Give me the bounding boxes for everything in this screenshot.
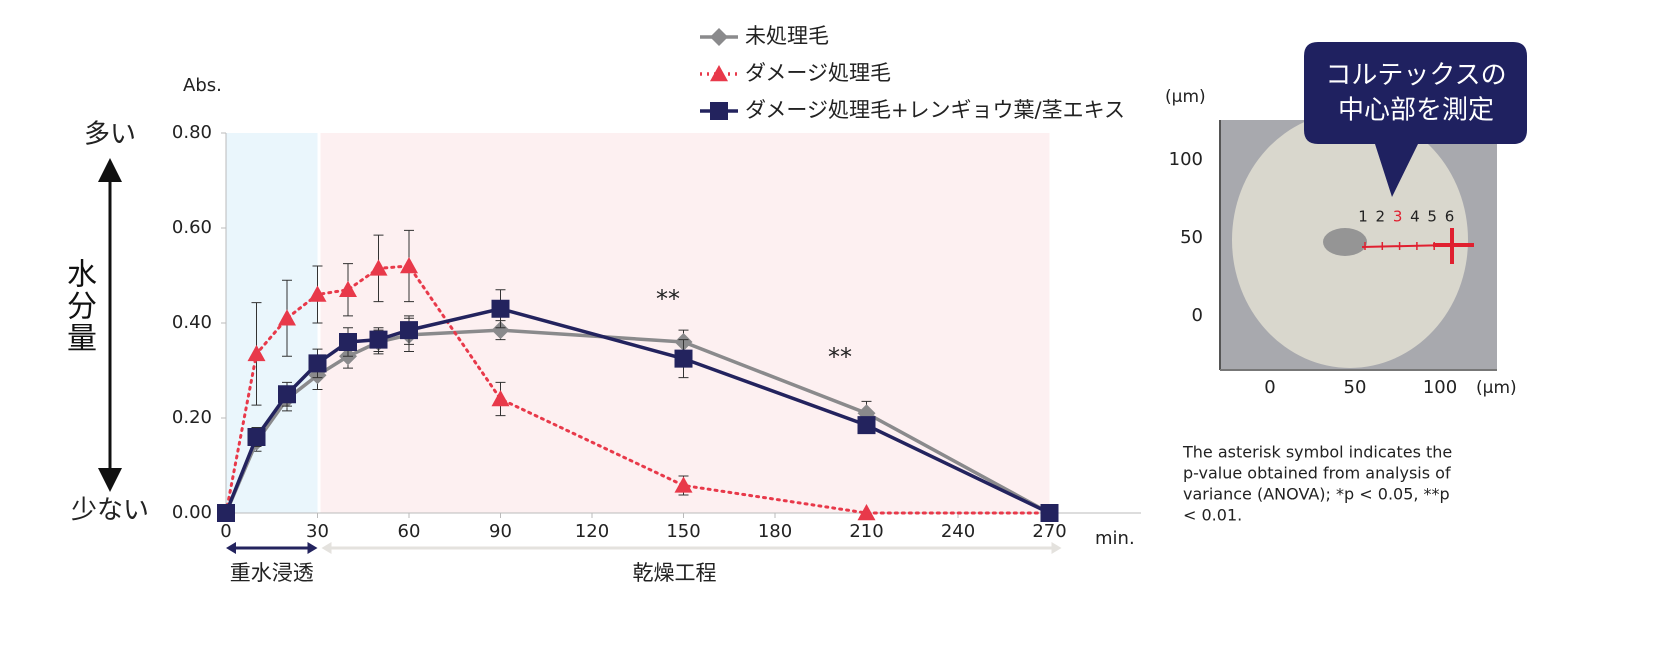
point-label: 1 bbox=[1358, 208, 1368, 226]
inset-unit: (μm) bbox=[1165, 87, 1206, 107]
inset-y-tick: 100 bbox=[1169, 149, 1203, 170]
point-label: 3 bbox=[1393, 208, 1403, 226]
marker bbox=[339, 280, 357, 297]
y-title: 水分量 bbox=[61, 258, 96, 354]
marker bbox=[491, 299, 510, 318]
y-tick-label: 0.20 bbox=[172, 407, 212, 428]
marker bbox=[217, 504, 235, 522]
y-label: Abs. bbox=[183, 75, 222, 96]
marker bbox=[674, 349, 693, 368]
x-tick-label: 0 bbox=[220, 521, 231, 542]
y-bottom-label: 少ない bbox=[71, 496, 149, 526]
x-tick-label: 210 bbox=[849, 521, 883, 542]
x-tick-label: 180 bbox=[758, 521, 792, 542]
marker bbox=[1040, 504, 1059, 522]
arrow-head bbox=[226, 542, 236, 554]
inset-y-tick: 0 bbox=[1192, 305, 1203, 326]
marker bbox=[491, 321, 510, 340]
significance-mark: ** bbox=[656, 285, 680, 313]
marker bbox=[278, 385, 296, 404]
y-top-label: 多い bbox=[84, 120, 136, 150]
legend-label: 未処理毛 bbox=[745, 24, 829, 48]
callout-text: コルテックスの bbox=[1325, 61, 1506, 91]
phase-label: 乾燥工程 bbox=[633, 561, 717, 585]
marker bbox=[674, 476, 693, 493]
legend-marker bbox=[710, 28, 728, 46]
point-label: 4 bbox=[1410, 208, 1420, 226]
inset-x-tick: 0 bbox=[1264, 377, 1275, 398]
series bbox=[217, 289, 1059, 522]
arrow-head bbox=[1051, 542, 1062, 554]
x-label: min. bbox=[1095, 528, 1135, 549]
medulla bbox=[1323, 228, 1367, 256]
marker bbox=[369, 259, 388, 276]
marker bbox=[857, 504, 876, 521]
marker bbox=[491, 390, 510, 407]
significance-mark: ** bbox=[828, 343, 852, 371]
y-tick-label: 0.80 bbox=[172, 122, 212, 143]
marker bbox=[400, 321, 418, 340]
y-tick-label: 0.40 bbox=[172, 312, 212, 333]
x-tick-label: 120 bbox=[575, 521, 609, 542]
footnote: p-value obtained from analysis of bbox=[1183, 464, 1451, 483]
marker bbox=[247, 428, 266, 446]
y-tick-label: 0.00 bbox=[172, 502, 212, 523]
legend-label: ダメージ処理毛+レンギョウ葉/茎エキス bbox=[745, 98, 1125, 122]
x-tick-label: 60 bbox=[398, 521, 421, 542]
x-tick-label: 150 bbox=[666, 521, 700, 542]
point-label: 2 bbox=[1376, 208, 1386, 226]
marker bbox=[339, 333, 357, 351]
marker bbox=[308, 285, 327, 302]
marker bbox=[857, 416, 876, 435]
phase-label: 重水浸透 bbox=[230, 561, 314, 585]
inset-x-tick: 100 bbox=[1423, 377, 1457, 398]
marker bbox=[400, 257, 418, 274]
phase-band bbox=[320, 133, 1050, 513]
callout-text: 中心部を測定 bbox=[1338, 96, 1494, 126]
point-label: 6 bbox=[1445, 208, 1455, 226]
footnote: variance (ANOVA); *p < 0.05, **p bbox=[1183, 485, 1450, 504]
phase-band bbox=[226, 133, 318, 513]
footnote: The asterisk symbol indicates the bbox=[1182, 443, 1452, 462]
legend-label: ダメージ処理毛 bbox=[745, 61, 891, 85]
arrow-head bbox=[321, 542, 332, 554]
footnote: < 0.01. bbox=[1183, 506, 1242, 525]
marker bbox=[369, 330, 388, 349]
legend-marker bbox=[710, 102, 728, 120]
marker bbox=[278, 309, 296, 326]
inset-y-tick: 50 bbox=[1180, 227, 1203, 248]
point-label: 5 bbox=[1427, 208, 1437, 226]
callout-box bbox=[1304, 42, 1527, 197]
legend-marker bbox=[710, 65, 728, 82]
marker bbox=[308, 354, 327, 373]
x-tick-label: 90 bbox=[489, 521, 512, 542]
arrow-head bbox=[307, 542, 318, 554]
x-tick-label: 240 bbox=[941, 521, 975, 542]
marker bbox=[247, 344, 266, 362]
x-tick-label: 270 bbox=[1032, 521, 1066, 542]
y-tick-label: 0.60 bbox=[172, 217, 212, 238]
inset-unit: (μm) bbox=[1476, 378, 1517, 398]
x-tick-label: 30 bbox=[306, 521, 329, 542]
inset-x-tick: 50 bbox=[1344, 377, 1367, 398]
background bbox=[226, 133, 1050, 513]
